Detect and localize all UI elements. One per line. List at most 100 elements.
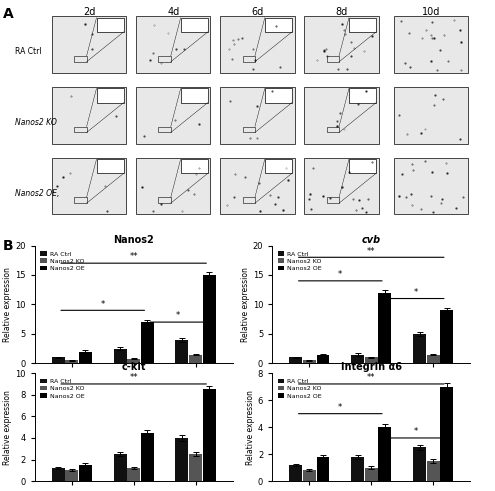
Bar bbox=[303, 470, 316, 481]
Bar bbox=[52, 158, 126, 215]
Bar bbox=[52, 87, 126, 144]
Title: Integrin α6: Integrin α6 bbox=[341, 362, 402, 372]
Bar bbox=[349, 159, 376, 173]
Text: 4d: 4d bbox=[167, 7, 179, 17]
Bar bbox=[304, 158, 379, 215]
Bar bbox=[365, 357, 378, 363]
Text: *: * bbox=[338, 403, 343, 412]
Bar bbox=[79, 352, 92, 363]
Bar bbox=[378, 427, 392, 481]
Bar bbox=[220, 17, 295, 73]
Bar bbox=[427, 355, 440, 363]
Bar bbox=[316, 355, 330, 363]
Text: **: ** bbox=[129, 373, 138, 382]
Bar bbox=[220, 87, 295, 144]
Y-axis label: Relative expression: Relative expression bbox=[3, 267, 12, 342]
Bar bbox=[189, 454, 202, 481]
Bar bbox=[289, 357, 302, 363]
Bar bbox=[136, 17, 210, 73]
Bar bbox=[113, 454, 127, 481]
Bar bbox=[51, 468, 65, 481]
Bar bbox=[349, 88, 376, 103]
Bar bbox=[52, 17, 126, 73]
Y-axis label: Relative expression: Relative expression bbox=[246, 390, 255, 464]
Legend: RA Ctrl, Nanos2 KO, Nanos2 OE: RA Ctrl, Nanos2 KO, Nanos2 OE bbox=[38, 376, 87, 401]
Bar bbox=[243, 56, 255, 62]
Bar bbox=[327, 56, 339, 62]
Bar bbox=[74, 197, 87, 203]
Bar bbox=[113, 349, 127, 363]
Bar bbox=[427, 461, 440, 481]
Bar bbox=[158, 56, 171, 62]
Bar bbox=[202, 389, 216, 481]
Bar bbox=[440, 387, 453, 481]
Bar bbox=[175, 438, 189, 481]
Legend: RA Ctrl, Nanos2 KO, Nanos2 OE: RA Ctrl, Nanos2 KO, Nanos2 OE bbox=[275, 376, 324, 401]
Bar bbox=[181, 88, 208, 103]
Bar bbox=[97, 18, 124, 32]
Bar bbox=[189, 355, 202, 363]
Bar bbox=[394, 158, 468, 215]
Y-axis label: Relative expression: Relative expression bbox=[3, 390, 12, 464]
Bar bbox=[97, 88, 124, 103]
Text: RA Ctrl: RA Ctrl bbox=[15, 47, 42, 56]
Bar bbox=[65, 360, 78, 363]
Bar bbox=[394, 17, 468, 73]
Bar bbox=[79, 465, 92, 481]
Bar bbox=[74, 56, 87, 62]
Bar bbox=[127, 468, 140, 481]
Bar bbox=[127, 358, 140, 363]
Bar bbox=[265, 88, 292, 103]
Bar bbox=[440, 310, 453, 363]
Text: *: * bbox=[338, 270, 343, 279]
Bar bbox=[51, 357, 65, 363]
Text: *: * bbox=[414, 427, 418, 436]
Text: B: B bbox=[2, 239, 13, 252]
Bar bbox=[351, 457, 364, 481]
Bar bbox=[74, 127, 87, 133]
Bar bbox=[289, 465, 302, 481]
Bar bbox=[304, 87, 379, 144]
Legend: RA Ctrl, Nanos2 KO, Nanos2 OE: RA Ctrl, Nanos2 KO, Nanos2 OE bbox=[275, 248, 324, 273]
Bar bbox=[141, 433, 154, 481]
Bar bbox=[158, 127, 171, 133]
Legend: RA Ctrl, Nanos2 KO, Nanos2 OE: RA Ctrl, Nanos2 KO, Nanos2 OE bbox=[38, 248, 87, 273]
Bar bbox=[304, 17, 379, 73]
Bar bbox=[265, 18, 292, 32]
Bar bbox=[413, 447, 426, 481]
Bar bbox=[97, 159, 124, 173]
Text: 6d: 6d bbox=[251, 7, 263, 17]
Bar bbox=[351, 355, 364, 363]
Text: 2d: 2d bbox=[83, 7, 95, 17]
Bar bbox=[243, 197, 255, 203]
Text: *: * bbox=[100, 300, 105, 308]
Bar bbox=[394, 87, 468, 144]
Bar bbox=[365, 467, 378, 481]
Bar bbox=[327, 197, 339, 203]
Bar bbox=[265, 159, 292, 173]
Text: **: ** bbox=[367, 373, 376, 382]
Bar bbox=[378, 293, 392, 363]
Bar bbox=[316, 457, 330, 481]
Bar bbox=[175, 340, 189, 363]
Bar bbox=[136, 158, 210, 215]
Title: c-kit: c-kit bbox=[121, 362, 146, 372]
Bar bbox=[141, 322, 154, 363]
Text: *: * bbox=[414, 288, 418, 297]
Bar bbox=[65, 470, 78, 481]
Y-axis label: Relative expression: Relative expression bbox=[241, 267, 250, 342]
Title: cvb: cvb bbox=[362, 235, 381, 245]
Text: *: * bbox=[176, 311, 180, 320]
Bar bbox=[136, 87, 210, 144]
Bar bbox=[220, 158, 295, 215]
Text: Nanos2 OE,: Nanos2 OE, bbox=[15, 189, 59, 198]
Bar bbox=[181, 18, 208, 32]
Title: Nanos2: Nanos2 bbox=[113, 235, 154, 245]
Text: 10d: 10d bbox=[421, 7, 440, 17]
Text: **: ** bbox=[129, 252, 138, 261]
Bar bbox=[181, 159, 208, 173]
Bar bbox=[202, 275, 216, 363]
Text: Nanos2 KO: Nanos2 KO bbox=[15, 118, 57, 127]
Bar bbox=[303, 360, 316, 363]
Bar bbox=[413, 334, 426, 363]
